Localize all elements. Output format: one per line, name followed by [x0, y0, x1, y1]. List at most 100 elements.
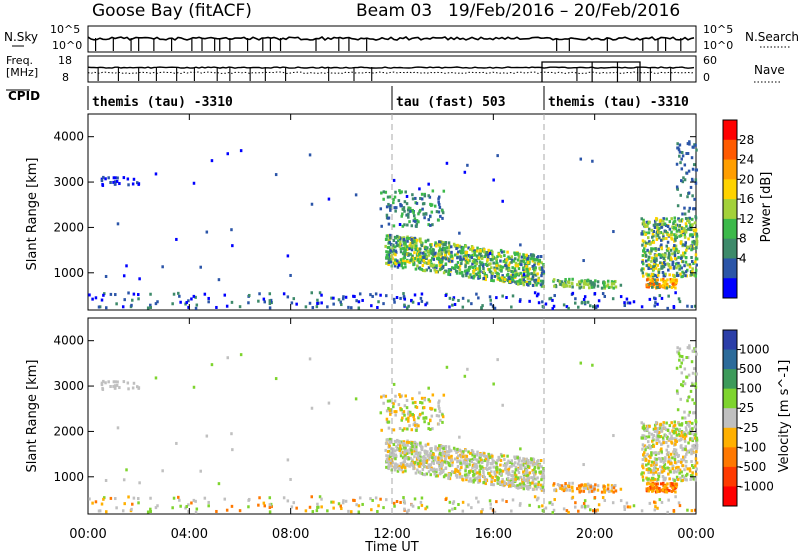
- echo-cell: [588, 286, 591, 290]
- echo-cell: [526, 273, 529, 277]
- echo-cell: [683, 178, 687, 182]
- echo-cell: [318, 495, 322, 499]
- echo-cell: [517, 267, 521, 271]
- echo-cell: [395, 206, 398, 210]
- echo-cell: [505, 258, 509, 262]
- echo-cell: [606, 483, 610, 487]
- echo-cell: [441, 461, 444, 465]
- echo-cell: [691, 270, 694, 274]
- echo-cell: [571, 495, 575, 499]
- echo-cell: [474, 264, 477, 268]
- echo-cell: [455, 475, 459, 479]
- echo-cell: [673, 256, 677, 260]
- echo-cell: [525, 468, 528, 472]
- echo-cell: [662, 235, 665, 239]
- echo-cell: [337, 298, 341, 302]
- echo-cell: [410, 428, 414, 432]
- echo-cell: [501, 469, 505, 473]
- echo-cell: [527, 272, 531, 276]
- echo-cell: [424, 245, 427, 249]
- echo-cell: [674, 235, 677, 239]
- echo-cell: [427, 223, 430, 227]
- echo-cell: [438, 240, 441, 244]
- echo-cell: [671, 429, 674, 433]
- echo-cell: [416, 264, 419, 268]
- echo-cell: [688, 467, 692, 471]
- echo-cell: [519, 271, 522, 275]
- echo-cell: [437, 195, 441, 199]
- echo-cell: [552, 483, 555, 487]
- echo-cell: [413, 217, 417, 221]
- echo-cell: [391, 247, 395, 251]
- echo-cell: [534, 278, 538, 282]
- echo-cell: [475, 462, 478, 466]
- power-echo-cells: [88, 140, 699, 311]
- echo-cell: [451, 303, 454, 307]
- echo-cell: [667, 254, 671, 258]
- echo-cell: [582, 259, 585, 263]
- echo-cell: [445, 161, 449, 165]
- echo-cell: [688, 227, 692, 231]
- echo-cell: [672, 450, 676, 454]
- echo-cell: [389, 446, 393, 450]
- echo-cell: [380, 224, 383, 228]
- echo-cell: [665, 486, 669, 490]
- echo-cell: [690, 305, 694, 309]
- echo-cell: [225, 304, 229, 308]
- echo-cell: [590, 285, 594, 289]
- echo-cell: [420, 244, 424, 248]
- echo-cell: [682, 254, 686, 258]
- echo-cell: [462, 450, 465, 454]
- echo-cell: [420, 292, 424, 296]
- echo-cell: [437, 401, 440, 405]
- echo-cell: [448, 269, 451, 273]
- echo-cell: [686, 263, 689, 267]
- echo-cell: [382, 401, 385, 405]
- echo-cell: [451, 256, 454, 260]
- echo-cell: [472, 472, 476, 476]
- echo-cell: [458, 468, 462, 472]
- echo-cell: [560, 484, 564, 488]
- echo-cell: [402, 441, 406, 445]
- echo-cell: [205, 230, 209, 234]
- echo-cell: [681, 154, 685, 158]
- echo-cell: [691, 267, 694, 271]
- echo-cell: [389, 208, 392, 212]
- echo-cell: [490, 279, 493, 283]
- echo-cell: [659, 459, 663, 463]
- echo-cell: [508, 484, 512, 488]
- echo-cell: [582, 298, 586, 302]
- freq-label-line2: [MHz]: [6, 66, 38, 79]
- echo-cell: [97, 509, 101, 513]
- echo-cell: [484, 278, 487, 282]
- echo-cell: [690, 381, 694, 385]
- echo-cell: [680, 150, 684, 154]
- echo-cell: [565, 509, 569, 513]
- echo-cell: [675, 236, 679, 240]
- echo-cell: [320, 505, 323, 509]
- echo-cell: [590, 282, 594, 286]
- echo-cell: [667, 268, 670, 272]
- echo-cell: [379, 411, 383, 415]
- echo-cell: [511, 258, 514, 262]
- echo-cell: [552, 278, 556, 282]
- echo-cell: [413, 236, 416, 240]
- echo-cell: [415, 448, 418, 452]
- echo-cell: [505, 462, 509, 466]
- echo-cell: [641, 443, 645, 447]
- echo-cell: [688, 420, 691, 424]
- echo-cell: [562, 486, 566, 490]
- echo-cell: [586, 283, 590, 287]
- echo-cell: [528, 503, 531, 507]
- echo-cell: [384, 441, 388, 445]
- echo-cell: [657, 247, 660, 251]
- echo-cell: [415, 428, 418, 432]
- echo-cell: [518, 259, 522, 263]
- velocity-colorbar-swatch: [723, 330, 737, 351]
- velocity-colorbar-frame: [722, 329, 738, 507]
- echo-cell: [112, 384, 115, 388]
- echo-cell: [681, 464, 685, 468]
- echo-cell: [650, 282, 654, 286]
- echo-cell: [650, 247, 653, 251]
- echo-cell: [429, 214, 432, 218]
